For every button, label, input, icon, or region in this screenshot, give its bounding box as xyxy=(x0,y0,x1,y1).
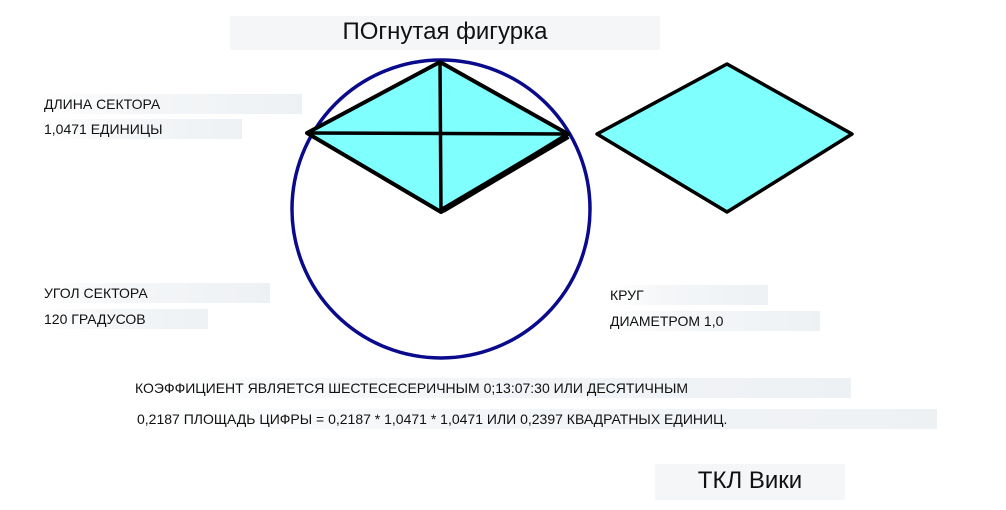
figure-vertical-diagonal xyxy=(438,61,443,213)
flattened-figure xyxy=(595,62,854,214)
figure-title: ПОгнутая фигурка xyxy=(230,16,660,50)
coefficient-line: КОЭФФИЦИЕНТ ЯВЛЯЕТСЯ ШЕСТЕСЕСЕРИЧНЫМ 0;1… xyxy=(135,378,851,398)
sector-length-label: ДЛИНА СЕКТОРА xyxy=(44,94,302,114)
figure-horizontal-diagonal xyxy=(306,131,569,136)
bent-figure xyxy=(305,60,570,214)
area-formula-line: 0,2187 ПЛОЩАДЬ ЦИФРЫ = 0,2187 * 1,0471 *… xyxy=(137,409,937,429)
sector-angle-label: УГОЛ СЕКТОРА xyxy=(44,283,270,303)
sector-length-value: 1,0471 ЕДИНИЦЫ xyxy=(44,119,242,139)
circle-diameter: ДИАМЕТРОМ 1,0 xyxy=(610,311,820,331)
sector-angle-value: 120 ГРАДУСОВ xyxy=(44,309,208,329)
figure-edge-thick xyxy=(441,133,570,213)
circle-label: КРУГ xyxy=(610,285,768,305)
unit-circle xyxy=(290,58,592,360)
footer-credit: ТКЛ Вики xyxy=(655,464,845,500)
